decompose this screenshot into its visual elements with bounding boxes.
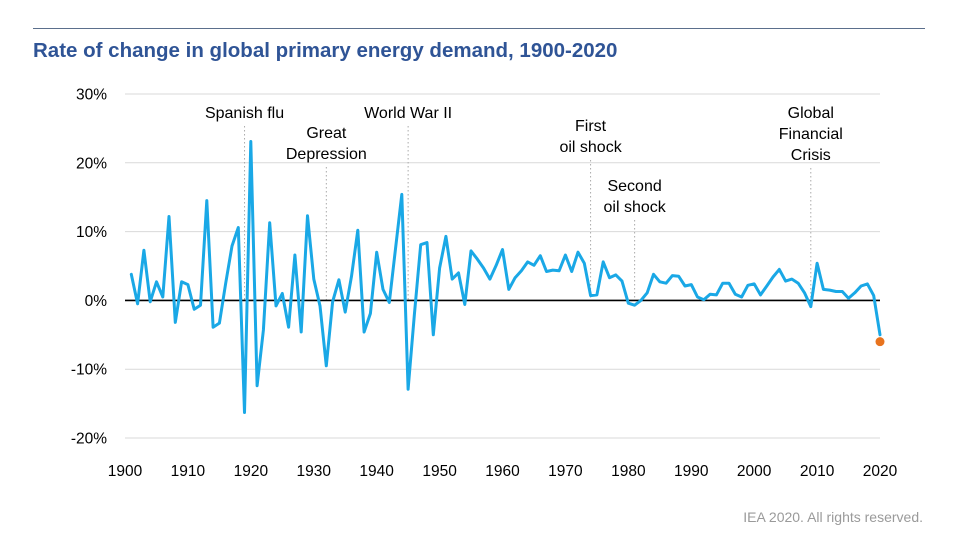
x-tick-label: 1960 <box>485 463 520 480</box>
x-tick-label: 1900 <box>108 463 143 480</box>
annotation-label: Crisis <box>791 147 831 164</box>
series-line <box>129 140 885 414</box>
annotation: Spanish flu <box>205 105 284 301</box>
x-tick-label: 1930 <box>297 463 332 480</box>
annotation: First oil shock <box>559 118 623 301</box>
y-tick-label: 0% <box>85 293 108 310</box>
x-tick-label: 1990 <box>674 463 709 480</box>
annotation-label: Spanish flu <box>205 105 284 122</box>
annotation-label: oil shock <box>604 199 667 216</box>
annotation-label: Second <box>607 178 661 195</box>
annotation: Second oil shock <box>604 178 667 301</box>
x-tick-label: 1920 <box>234 463 269 480</box>
x-tick-label: 2020 <box>863 463 898 480</box>
x-tick-label: 1970 <box>548 463 583 480</box>
annotation-label: Global <box>788 105 834 122</box>
x-tick-label: 1950 <box>422 463 457 480</box>
annotation: Global Financial Crisis <box>779 105 843 301</box>
series-line-path <box>129 140 882 414</box>
y-tick-label: -10% <box>71 362 107 379</box>
annotation: Great Depression <box>286 125 367 301</box>
chart-title: Rate of change in global primary energy … <box>33 39 618 62</box>
y-tick-label: 20% <box>76 155 107 172</box>
annotation-label: First <box>575 118 607 135</box>
y-tick-label: 30% <box>76 87 107 104</box>
x-tick-label: 1910 <box>171 463 206 480</box>
annotation-label: Great <box>306 125 347 142</box>
x-axis-ticks: 1900 1910 1920 1930 1940 1950 1960 1970 1980 1990… <box>108 463 898 480</box>
x-tick-label: 1940 <box>359 463 394 480</box>
x-tick-label: 2000 <box>737 463 772 480</box>
highlight-point <box>875 337 885 347</box>
y-tick-label: -20% <box>71 431 107 448</box>
annotation-label: Financial <box>779 126 843 143</box>
top-rule <box>33 28 925 29</box>
annotation-label: Depression <box>286 146 367 163</box>
y-tick-label: 10% <box>76 224 107 241</box>
annotation-label: World War II <box>364 105 452 122</box>
annotation-label: oil shock <box>559 139 622 156</box>
y-axis-ticks: -20% -10% 0% 10% 20% 30% <box>71 87 107 448</box>
footer-credit: IEA 2020. All rights reserved. <box>743 509 923 525</box>
annotations: Spanish flu Great Depression World War II Fi… <box>205 105 843 301</box>
x-tick-label: 2010 <box>800 463 835 480</box>
annotation: World War II <box>364 105 452 301</box>
x-tick-label: 1980 <box>611 463 646 480</box>
